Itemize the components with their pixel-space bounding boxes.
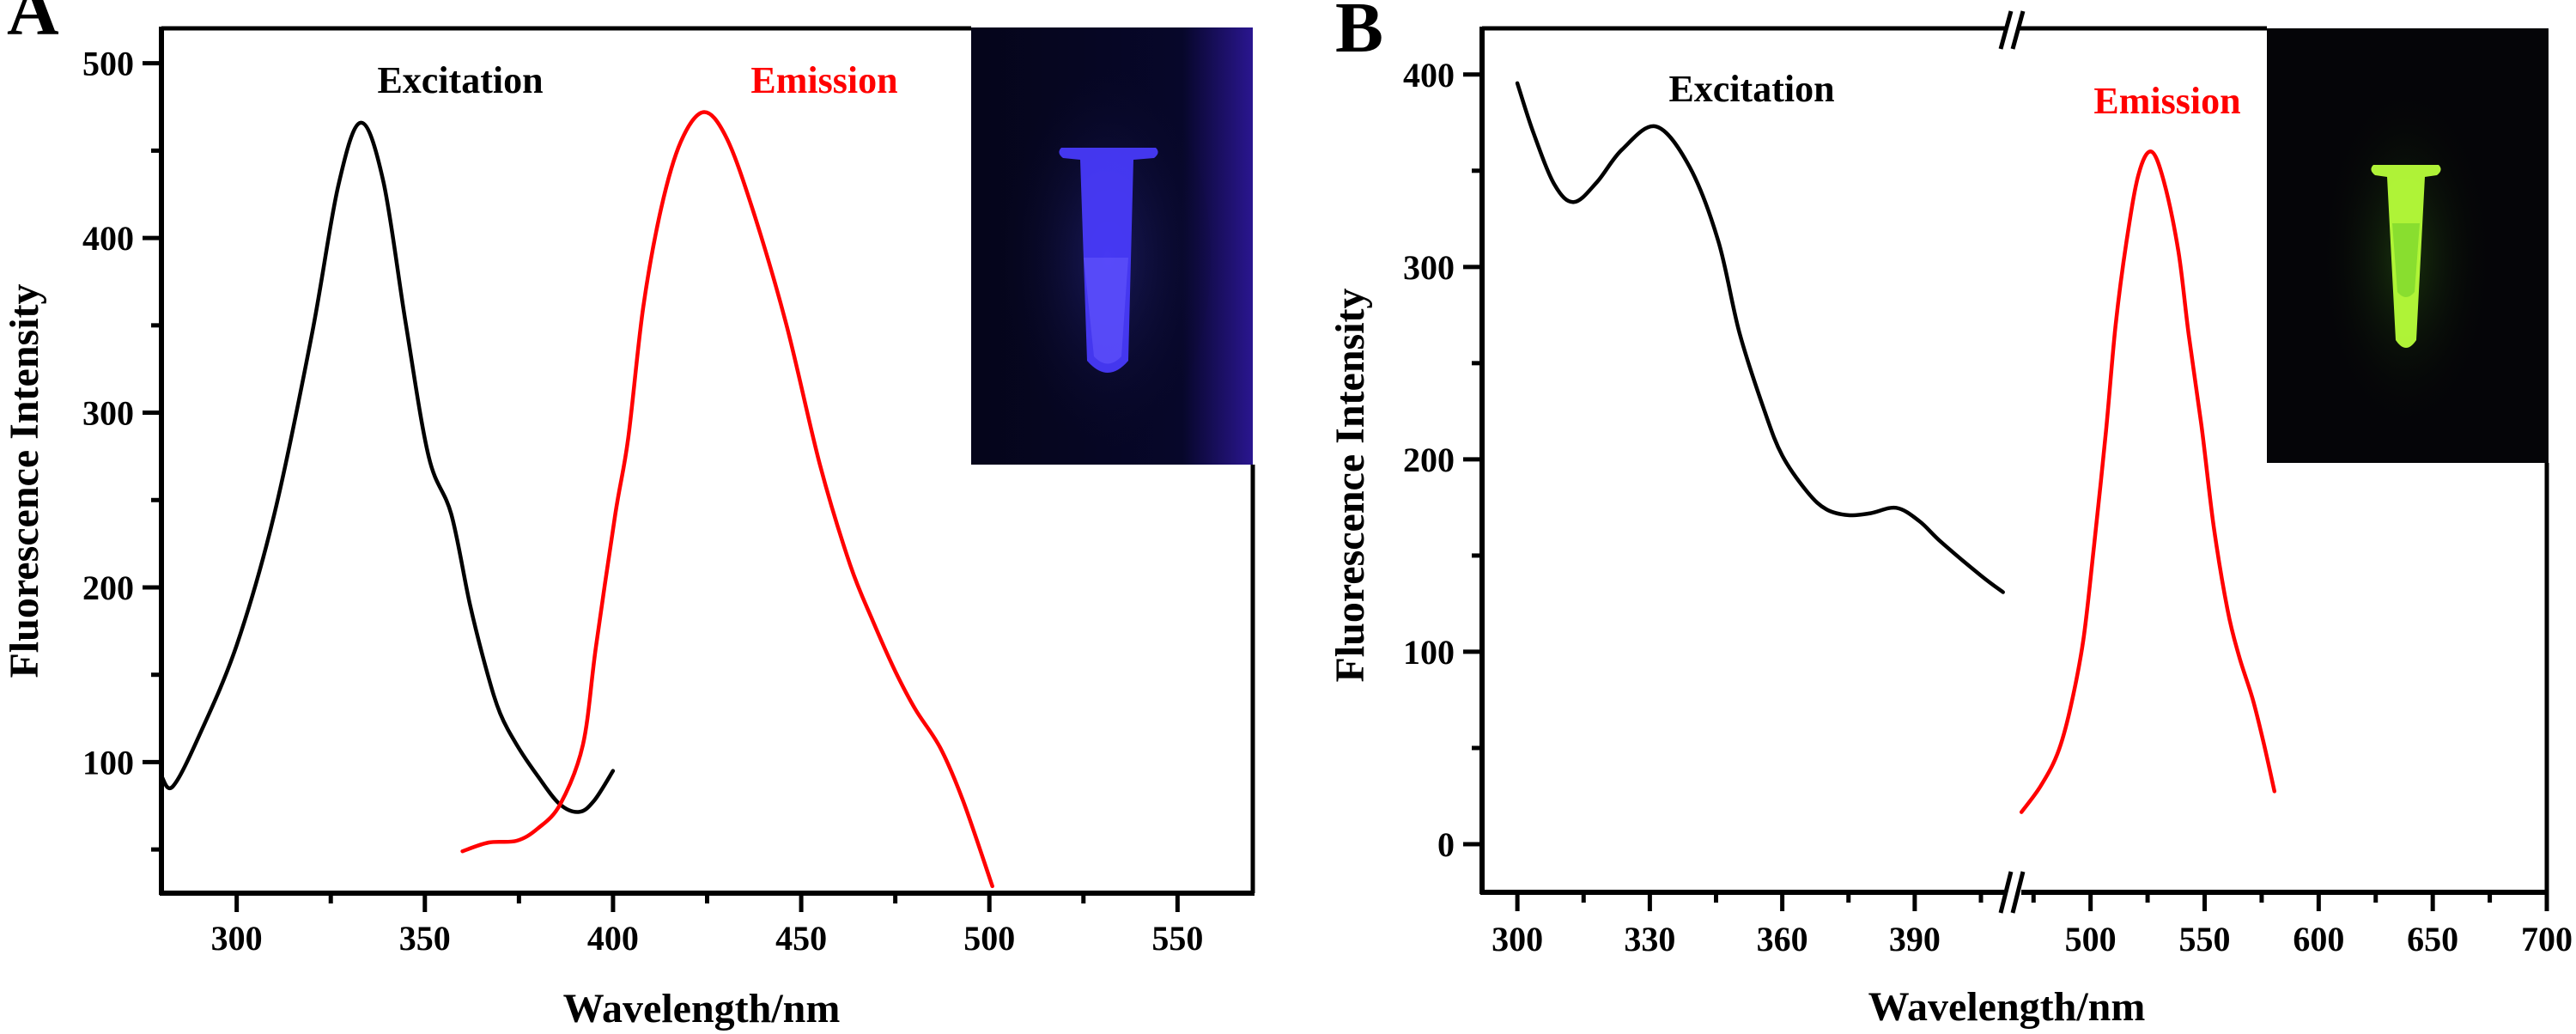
x-tick-label-b: 700 xyxy=(2521,920,2573,958)
x-axis-title-b: Wavelength/nm xyxy=(1868,984,2146,1030)
y-axis-title-b: Fluorescence Intensity xyxy=(1327,288,1373,682)
emission-label-a: Emission xyxy=(750,59,897,101)
x-tick-label-a: 550 xyxy=(1151,919,1203,958)
x-axis-title-a: Wavelength/nm xyxy=(563,986,841,1031)
series-line-a-emission xyxy=(460,110,994,889)
series-line-b-excitation xyxy=(1515,81,2005,594)
panel-letter-a: A xyxy=(7,0,59,51)
x-tick-label-a: 400 xyxy=(587,919,639,958)
excitation-label-b: Excitation xyxy=(1668,68,1834,110)
y-tick-label-a: 500 xyxy=(82,45,134,83)
y-tick-label-a: 400 xyxy=(82,219,134,258)
x-tick-label-b: 650 xyxy=(2407,920,2458,958)
x-tick-label-b: 390 xyxy=(1889,920,1941,958)
emission-label-b: Emission xyxy=(2093,80,2240,122)
excitation-label-a: Excitation xyxy=(377,59,543,101)
x-tick-label-a: 500 xyxy=(963,919,1015,958)
x-tick-label-b: 550 xyxy=(2179,920,2231,958)
panel-a: A 300 350 400 450 500 550 100 200 300 400 500 Exci… xyxy=(2,0,1255,1031)
y-tick-label-b: 300 xyxy=(1403,248,1455,287)
panel-b: B 300 330 360 390 500 550 600 650 700 0 100 200 300 4… xyxy=(1327,0,2573,1030)
x-tick-label-b: 600 xyxy=(2293,920,2344,958)
x-tick-label-b: 330 xyxy=(1624,920,1675,958)
y-tick-label-b: 0 xyxy=(1437,825,1455,864)
x-tick-label-a: 300 xyxy=(211,919,263,958)
x-tick-label-a: 450 xyxy=(775,919,827,958)
x-tick-label-b: 360 xyxy=(1757,920,1808,958)
inset-photo-a xyxy=(971,27,1253,465)
y-tick-label-a: 100 xyxy=(82,743,134,782)
series-line-a-excitation xyxy=(159,120,616,814)
y-tick-label-b: 100 xyxy=(1403,633,1455,672)
y-axis-title-a: Fluorescence Intensity xyxy=(2,283,47,678)
y-tick-label-a: 200 xyxy=(82,569,134,607)
axis-break-mark-top xyxy=(2010,10,2026,50)
y-tick-label-b: 200 xyxy=(1403,441,1455,479)
axis-break-mark-bottom xyxy=(2010,871,2026,914)
panel-letter-b: B xyxy=(1335,0,1383,68)
y-tick-label-a: 300 xyxy=(82,394,134,433)
inset-photo-b xyxy=(2267,28,2549,463)
axis-break-mark-bottom xyxy=(1998,871,2014,914)
x-tick-label-b: 500 xyxy=(2065,920,2117,958)
axis-break-mark-top xyxy=(1998,10,2014,50)
x-tick-label-a: 350 xyxy=(399,919,451,958)
series-line-b-emission xyxy=(2019,149,2277,814)
x-tick-label-b: 300 xyxy=(1492,920,1543,958)
y-tick-label-b: 400 xyxy=(1403,56,1455,94)
